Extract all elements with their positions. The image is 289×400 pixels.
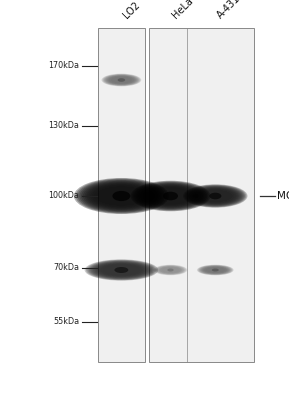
Ellipse shape <box>193 188 238 204</box>
Ellipse shape <box>189 186 241 206</box>
Ellipse shape <box>88 184 155 208</box>
Ellipse shape <box>94 262 149 278</box>
Ellipse shape <box>131 181 210 211</box>
Ellipse shape <box>195 189 235 203</box>
Ellipse shape <box>81 181 162 211</box>
Ellipse shape <box>86 183 156 209</box>
Ellipse shape <box>92 262 151 278</box>
Ellipse shape <box>198 265 232 275</box>
Ellipse shape <box>154 265 187 275</box>
Ellipse shape <box>138 184 203 208</box>
Ellipse shape <box>190 187 240 205</box>
Ellipse shape <box>114 267 128 273</box>
Text: A-431: A-431 <box>215 0 242 21</box>
Ellipse shape <box>192 188 239 204</box>
Text: 55kDa: 55kDa <box>53 318 79 326</box>
Ellipse shape <box>101 74 141 86</box>
Ellipse shape <box>135 182 206 210</box>
Ellipse shape <box>197 265 234 275</box>
Ellipse shape <box>198 265 233 275</box>
Ellipse shape <box>212 268 219 272</box>
Ellipse shape <box>143 185 198 207</box>
Ellipse shape <box>103 74 140 86</box>
Text: 130kDa: 130kDa <box>49 122 79 130</box>
Ellipse shape <box>137 183 204 209</box>
Ellipse shape <box>97 263 146 277</box>
Ellipse shape <box>74 178 169 214</box>
Ellipse shape <box>90 184 153 208</box>
Ellipse shape <box>94 186 149 206</box>
Ellipse shape <box>83 181 160 211</box>
Ellipse shape <box>200 266 231 274</box>
Ellipse shape <box>186 185 245 207</box>
Ellipse shape <box>184 185 246 207</box>
Ellipse shape <box>141 185 200 207</box>
Ellipse shape <box>104 74 139 86</box>
Ellipse shape <box>187 186 244 206</box>
Ellipse shape <box>85 182 158 210</box>
Ellipse shape <box>102 74 140 86</box>
Ellipse shape <box>105 74 138 85</box>
Ellipse shape <box>90 261 153 279</box>
Ellipse shape <box>87 260 155 280</box>
Ellipse shape <box>144 186 197 206</box>
Ellipse shape <box>118 78 125 82</box>
Ellipse shape <box>209 193 221 199</box>
Ellipse shape <box>86 260 157 280</box>
Ellipse shape <box>105 75 138 85</box>
Ellipse shape <box>188 186 243 206</box>
Text: HeLa: HeLa <box>171 0 195 21</box>
Ellipse shape <box>77 179 165 213</box>
Text: 170kDa: 170kDa <box>49 62 79 70</box>
FancyBboxPatch shape <box>98 28 144 362</box>
Ellipse shape <box>85 260 158 281</box>
Ellipse shape <box>134 182 207 210</box>
FancyBboxPatch shape <box>149 28 254 362</box>
Ellipse shape <box>76 179 167 213</box>
Ellipse shape <box>167 268 174 272</box>
Ellipse shape <box>155 265 186 275</box>
Ellipse shape <box>132 181 209 211</box>
Ellipse shape <box>112 191 130 201</box>
Ellipse shape <box>199 265 231 275</box>
Text: 70kDa: 70kDa <box>53 264 79 272</box>
Ellipse shape <box>183 184 247 208</box>
Text: MCM8: MCM8 <box>277 191 289 201</box>
Ellipse shape <box>92 185 151 207</box>
Ellipse shape <box>194 188 236 204</box>
Ellipse shape <box>93 262 150 278</box>
Ellipse shape <box>79 180 164 212</box>
Text: LO2: LO2 <box>121 0 142 21</box>
Ellipse shape <box>89 261 154 279</box>
Ellipse shape <box>163 192 178 200</box>
Ellipse shape <box>140 184 201 208</box>
Text: 100kDa: 100kDa <box>49 192 79 200</box>
Ellipse shape <box>200 266 230 274</box>
Ellipse shape <box>146 186 195 206</box>
Ellipse shape <box>96 262 147 278</box>
Ellipse shape <box>154 265 187 275</box>
